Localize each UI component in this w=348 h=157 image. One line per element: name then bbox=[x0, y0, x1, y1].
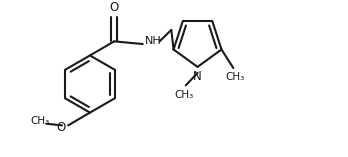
Text: N: N bbox=[193, 70, 202, 83]
Text: CH₃: CH₃ bbox=[174, 90, 194, 100]
Text: O: O bbox=[110, 1, 119, 14]
Text: CH₃: CH₃ bbox=[225, 72, 245, 82]
Text: NH: NH bbox=[144, 36, 161, 46]
Text: O: O bbox=[57, 121, 66, 134]
Text: CH₃: CH₃ bbox=[31, 116, 50, 126]
